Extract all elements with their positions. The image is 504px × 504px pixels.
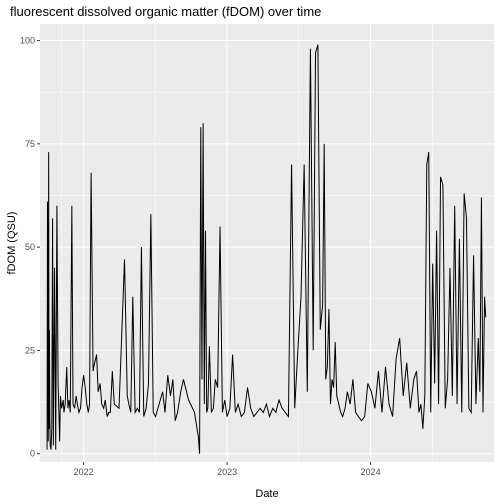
y-tick-label: 100 bbox=[20, 36, 35, 46]
x-axis-ticks: 2022 2023 2024 bbox=[74, 462, 381, 477]
x-tick-label: 2023 bbox=[217, 467, 237, 477]
grid-major bbox=[40, 24, 494, 462]
x-tick-label: 2022 bbox=[74, 467, 94, 477]
plot-panel bbox=[40, 24, 494, 462]
y-axis-ticks: 0 25 50 75 100 bbox=[20, 36, 40, 459]
chart-title: fluorescent dissolved organic matter (fD… bbox=[10, 4, 322, 19]
x-tick-label: 2024 bbox=[361, 467, 381, 477]
y-tick-label: 50 bbox=[25, 242, 35, 252]
y-axis-title: fDOM (QSU) bbox=[6, 212, 18, 275]
y-tick-label: 75 bbox=[25, 139, 35, 149]
fdom-series-line bbox=[46, 44, 487, 454]
y-tick-label: 25 bbox=[25, 345, 35, 355]
y-tick-label: 0 bbox=[30, 449, 35, 459]
x-axis-title: Date bbox=[255, 488, 278, 500]
